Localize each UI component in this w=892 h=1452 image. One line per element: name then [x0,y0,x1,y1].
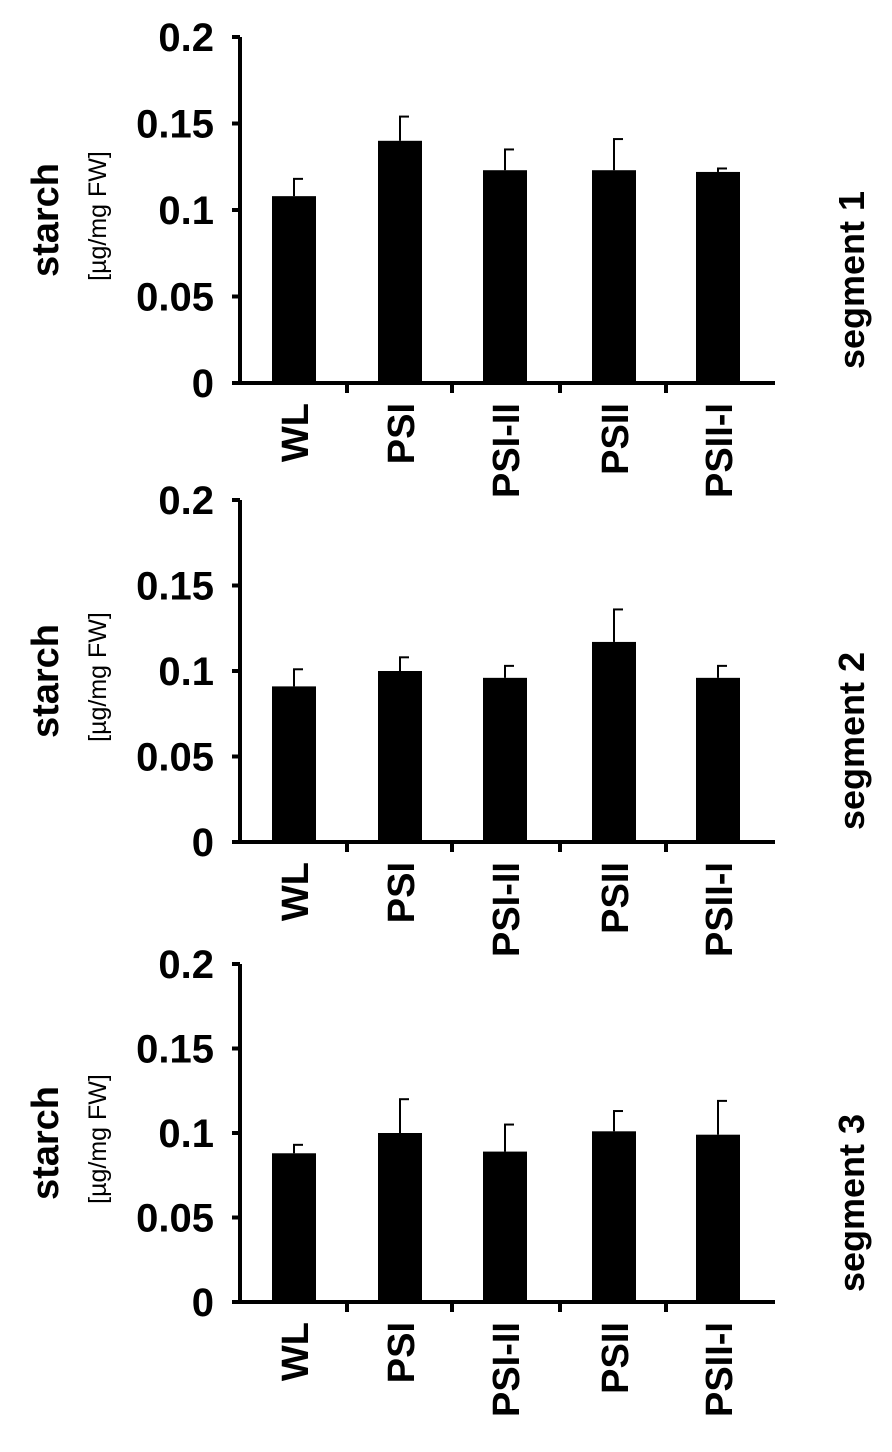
x-tick-label: WL [275,403,317,462]
x-tick-label: PSII [595,862,637,934]
x-tick-label: WL [275,1322,317,1381]
x-tick-label: WL [275,862,317,921]
y-tick-label: 0 [192,1281,214,1325]
y-tick-label: 0.1 [158,650,214,694]
bar-psi-ii [483,677,527,842]
x-tick-label: PSI [381,1322,423,1383]
x-tick-label: PSI-II [486,403,528,498]
y-tick-label: 0.1 [158,189,214,233]
chart-panel-1: 0 0.05 0.1 0.15 0.2 WL PSI PSI-II PSII PSII-I star… [25,16,872,498]
chart-panel-2: 0 0.05 0.1 0.15 0.2 WL PSI PSI-II PSII PSII-I star… [25,479,872,957]
bar-psi-ii [483,170,527,383]
bar-psii [592,1131,636,1302]
x-tick-label: PSI-II [486,862,528,957]
y-tick-label: 0.05 [136,736,214,780]
x-tick-label: PSII [595,1322,637,1394]
x-tick-label: PSI-II [486,1322,528,1417]
bar-wl [272,196,316,383]
x-tick-label: PSII-I [699,1322,741,1417]
bar-psii [592,170,636,383]
y-tick-label: 0.05 [136,1197,214,1241]
bar-psii-i [696,1134,740,1302]
y-tick-label: 0.15 [136,565,214,609]
y-axis-unit: [µg/mg FW] [84,1074,112,1204]
y-axis-label: starch [25,1086,67,1200]
y-tick-label: 0 [192,821,214,865]
y-tick-label: 0 [192,362,214,406]
y-tick-label: 0.15 [136,1028,214,1072]
y-tick-label: 0.2 [158,943,214,987]
bar-psii-i [696,677,740,842]
bar-psii-i [696,171,740,383]
x-tick-label: PSI [381,403,423,464]
panel-title: segment 1 [831,191,872,369]
x-tick-label: PSII-I [699,403,741,498]
x-tick-label: PSI [381,862,423,923]
x-tick-label: PSII [595,403,637,475]
y-axis-unit: [µg/mg FW] [84,151,112,281]
y-tick-label: 0.05 [136,276,214,320]
y-axis-label: starch [25,624,67,738]
bar-psi [378,140,422,383]
bar-psii [592,641,636,842]
chart-panel-3: 0 0.05 0.1 0.15 0.2 WL PSI PSI-II PSII PSII-I star… [25,943,872,1417]
y-tick-label: 0.2 [158,16,214,60]
panel-title: segment 2 [831,652,872,830]
y-tick-label: 0.15 [136,103,214,147]
y-tick-label: 0.1 [158,1112,214,1156]
y-axis-label: starch [25,163,67,277]
bar-psi [378,671,422,842]
y-axis-unit: [µg/mg FW] [84,612,112,742]
x-tick-label: PSII-I [699,862,741,957]
bar-wl [272,686,316,842]
bar-psi-ii [483,1151,527,1302]
bar-wl [272,1153,316,1302]
panel-title: segment 3 [831,1114,872,1292]
bar-psi [378,1133,422,1302]
y-tick-label: 0.2 [158,479,214,523]
